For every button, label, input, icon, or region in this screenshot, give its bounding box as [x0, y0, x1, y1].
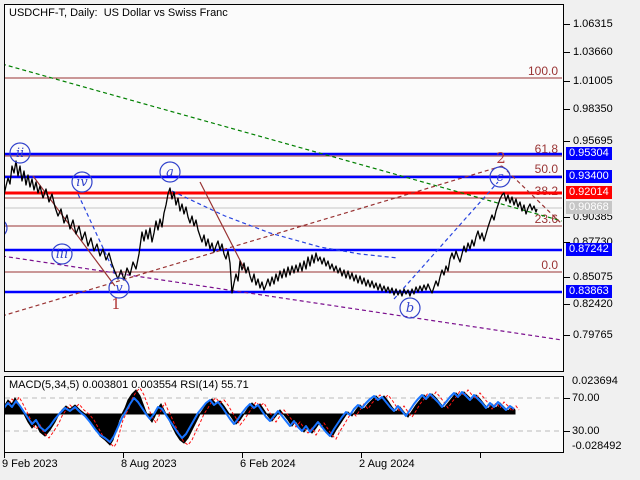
indicator-group	[5, 387, 562, 448]
wave-label-iii: iii	[56, 247, 68, 262]
wave-circle-ii	[9, 142, 31, 164]
price-axis-label: 1.06315	[573, 18, 613, 30]
wave-circle-partial	[5, 221, 8, 235]
price-axis-label: 0.85075	[573, 271, 613, 283]
wave-label-v: v	[115, 281, 123, 296]
date-axis-tick	[4, 452, 5, 458]
wave-circle-v	[108, 277, 130, 299]
wave-circle-iii	[51, 243, 73, 265]
fib-label-0.0: 0.0	[541, 258, 558, 272]
price-axis-label: 0.79765	[573, 329, 613, 341]
date-axis-label: 8 Aug 2023	[121, 458, 177, 470]
wave-label-a: a	[166, 165, 174, 180]
wave-circle-b	[399, 297, 421, 319]
indicator-axis-label: -0.028492	[572, 440, 622, 452]
wave-circle-a	[159, 161, 181, 183]
date-axis-tick	[242, 452, 243, 458]
rsi-line	[5, 391, 515, 443]
price-badge-0.83863: 0.83863	[566, 285, 612, 298]
chart-title: USDCHF-T, Daily: US Dollar vs Swiss Fran…	[9, 7, 228, 19]
indicator-axis-tick	[563, 398, 570, 399]
price-badge-0.90868: 0.90868	[566, 201, 612, 214]
wave-numeral-1: 1	[111, 295, 121, 313]
price-axis-label: 0.98350	[573, 103, 613, 115]
fib-label-100.0: 100.0	[528, 64, 558, 78]
indicator-axis-tick	[563, 431, 570, 432]
price-axis-tick	[563, 277, 570, 278]
wave-circle-iv	[71, 171, 93, 193]
main-chart-panel: USDCHF-T, Daily: US Dollar vs Swiss Fran…	[4, 4, 564, 372]
wave-numeral-2: 2	[496, 149, 506, 167]
price-badge-0.93400: 0.93400	[566, 170, 612, 183]
price-axis-tick	[563, 304, 570, 305]
wave-label-iv: iv	[76, 175, 88, 190]
price-axis-label: 0.82420	[573, 298, 613, 310]
price-axis-tick	[563, 24, 570, 25]
price-axis-label: 0.90385	[573, 211, 613, 223]
price-badge-0.92014: 0.92014	[566, 186, 612, 199]
price-series	[5, 160, 538, 297]
indicator-axis-label: 30.00	[572, 425, 600, 437]
price-badge-0.95304: 0.95304	[566, 147, 612, 160]
fib-label-50.0: 50.0	[535, 162, 559, 176]
date-axis-label: 9 Feb 2023	[2, 458, 58, 470]
trend-line-2	[5, 165, 503, 316]
price-axis-tick	[563, 242, 570, 243]
date-axis-label: 6 Feb 2024	[240, 458, 296, 470]
wave-label-b: b	[406, 301, 414, 316]
trend-line-7	[171, 190, 399, 259]
indicator-title: MACD(5,34,5) 0.003801 0.003554 RSI(14) 5…	[9, 379, 249, 391]
price-axis-tick	[563, 141, 570, 142]
date-axis-tick	[361, 452, 362, 458]
wave-label-ii: ii	[16, 146, 24, 161]
date-axis-tick	[123, 452, 124, 458]
trend-line-5	[199, 181, 247, 273]
price-badge-0.87242: 0.87242	[566, 243, 612, 256]
price-axis-tick	[563, 52, 570, 53]
price-axis-label: 1.01005	[573, 75, 613, 87]
price-axis-tick	[563, 81, 570, 82]
date-axis-label: 2 Aug 2024	[359, 458, 415, 470]
trend-line-0	[5, 64, 562, 222]
wave-circle-c	[489, 166, 511, 188]
indicator-axis-label: 0.023694	[572, 375, 618, 387]
price-axis-label: 0.95695	[573, 135, 613, 147]
price-axis-label: 1.03660	[573, 46, 613, 58]
indicator-axis-label: 70.00	[572, 392, 600, 404]
fib-label-61.8: 61.8	[535, 142, 559, 156]
price-axis-tick	[563, 335, 570, 336]
price-axis-tick	[563, 217, 570, 218]
price-axis-label: 0.87730	[573, 236, 613, 248]
fib-label-38.2: 38.2	[535, 184, 559, 198]
trend-line-1	[5, 255, 562, 341]
date-axis-tick	[480, 452, 481, 458]
trend-line-6	[77, 193, 117, 277]
wave-label-c: c	[496, 170, 504, 185]
price-axis-tick	[563, 109, 570, 110]
trend-line-8	[393, 181, 499, 300]
